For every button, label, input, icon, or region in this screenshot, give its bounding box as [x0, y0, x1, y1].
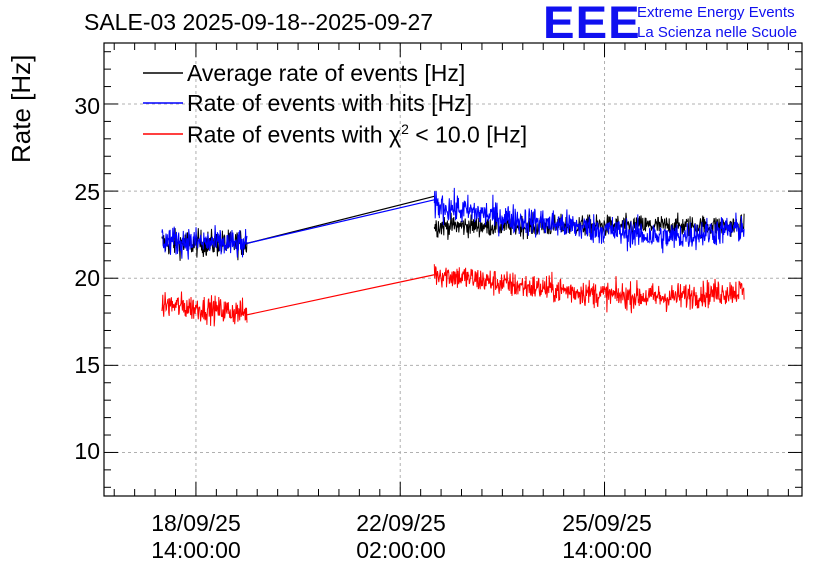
- x-tick-date: 25/09/25: [562, 510, 652, 536]
- legend-chi-symbol: χ: [389, 121, 402, 148]
- eee-logo-mark: EEE: [543, 0, 641, 48]
- y-tick-label: 20: [74, 265, 100, 291]
- y-axis-label: Rate [Hz]: [6, 54, 36, 163]
- series-gap-line-chi2: [246, 274, 435, 316]
- y-tick-label: 15: [74, 352, 100, 378]
- x-tick-label: 18/09/25 14:00:00: [126, 510, 266, 564]
- legend-chi-exponent: 2: [401, 121, 409, 137]
- y-tick-label: 10: [74, 438, 100, 464]
- series-line-chi2-segment-1: [161, 291, 248, 327]
- x-tick-date: 22/09/25: [356, 510, 446, 536]
- logo-line-1: Extreme Energy Events: [637, 4, 795, 21]
- plot-frame: [103, 42, 803, 497]
- y-tick-label: 25: [74, 179, 100, 205]
- x-tick-label: 22/09/25 02:00:00: [331, 510, 471, 564]
- x-tick-time: 14:00:00: [562, 537, 652, 563]
- series-gap-line-hits: [246, 199, 435, 244]
- series-line-chi2-segment-2: [433, 264, 745, 314]
- legend-label-chi2: Rate of events with χ2 < 10.0 [Hz]: [187, 121, 527, 149]
- x-tick-time: 14:00:00: [151, 537, 241, 563]
- legend-chi2-suffix: < 10.0 [Hz]: [408, 121, 528, 148]
- x-tick-date: 18/09/25: [151, 510, 241, 536]
- x-tick-label: 25/09/25 14:00:00: [537, 510, 677, 564]
- legend-chi2-prefix: Rate of events with: [187, 121, 389, 148]
- series-line-hits-segment-1: [161, 225, 248, 260]
- series-line-hits-segment-2: [433, 187, 745, 254]
- logo-line-2: La Scienza nelle Scuole: [637, 24, 798, 41]
- legend-label-average: Average rate of events [Hz]: [187, 60, 466, 86]
- x-tick-time: 02:00:00: [356, 537, 446, 563]
- y-tick-label: 30: [74, 93, 100, 119]
- chart-title: SALE-03 2025-09-18--2025-09-27: [84, 9, 434, 35]
- legend-label-hits: Rate of events with hits [Hz]: [187, 90, 473, 116]
